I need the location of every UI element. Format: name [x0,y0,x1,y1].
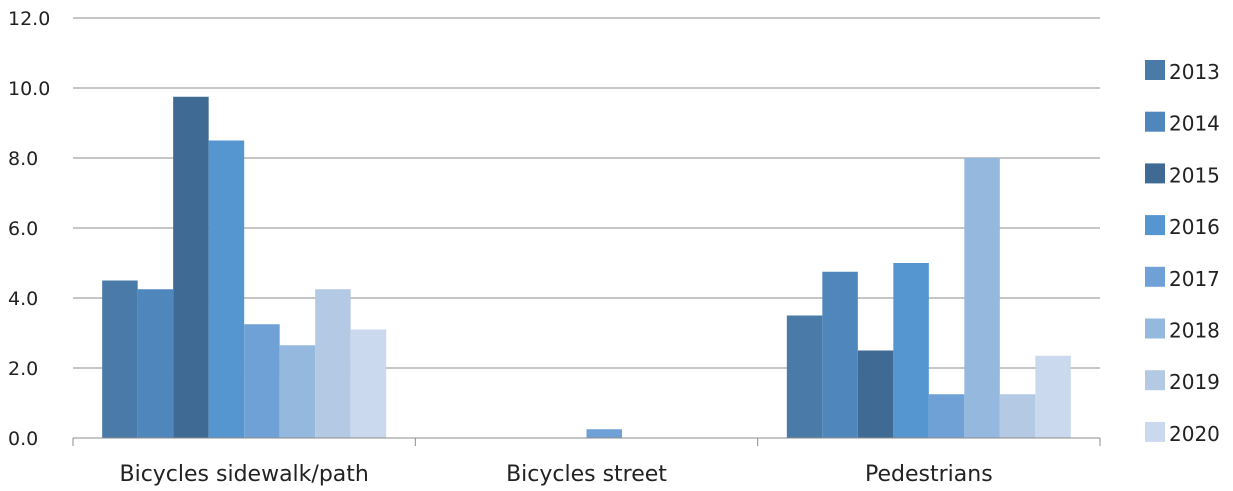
legend-swatch [1145,111,1165,132]
y-tick-label: 4.0 [8,288,38,310]
legend-label: 2014 [1169,112,1220,136]
legend-label: 2018 [1169,319,1220,343]
bars [102,96,1071,438]
legend-label: 2020 [1169,422,1220,446]
legend: 2013 2014 2015 2016 2017 2018 2019 2020 [1145,60,1220,446]
legend-label: 2015 [1169,163,1220,187]
legend-swatch [1145,318,1165,339]
bar-2020-0 [350,329,387,438]
bar-2019-2 [999,394,1036,438]
legend-label: 2019 [1169,370,1220,394]
legend-swatch [1145,163,1165,184]
bar-2017-2 [928,394,965,438]
y-axis-ticks: 0.0 2.0 4.0 6.0 8.0 10.0 12.0 [8,8,50,450]
y-tick-label: 0.0 [8,428,38,450]
legend-swatch [1145,421,1165,442]
bar-2019-0 [315,289,351,438]
y-tick-label: 10.0 [8,78,50,100]
bar-2013-2 [786,315,823,438]
bar-2013-0 [102,280,138,438]
bar-2015-0 [173,96,209,438]
legend-swatch [1145,370,1165,391]
x-category-label: Bicycles sidewalk/path [119,462,368,487]
legend-label: 2013 [1169,60,1220,84]
x-category-label: Pedestrians [865,462,993,487]
legend-label: 2016 [1169,215,1220,239]
legend-swatch [1145,215,1165,236]
y-tick-label: 2.0 [8,358,38,380]
bar-2018-0 [279,345,316,438]
bar-2018-2 [964,158,1000,438]
y-tick-label: 8.0 [8,148,38,170]
x-axis-category-labels: Bicycles sidewalk/path Bicycles street Ped… [119,462,992,487]
bar-2017-0 [244,324,280,438]
legend-label: 2017 [1169,267,1220,291]
x-category-label: Bicycles street [506,462,667,487]
bar-2016-0 [208,140,245,438]
bar-2014-2 [822,271,858,438]
x-axis [72,437,1101,446]
bar-2015-2 [857,350,894,438]
y-tick-label: 12.0 [8,8,50,30]
bar-2020-2 [1035,355,1071,438]
bar-2014-0 [137,289,174,438]
bar-2016-2 [893,263,929,438]
y-tick-label: 6.0 [8,218,38,240]
legend-swatch [1145,266,1165,287]
legend-swatch [1145,60,1165,80]
bar-2017-1 [586,429,622,438]
